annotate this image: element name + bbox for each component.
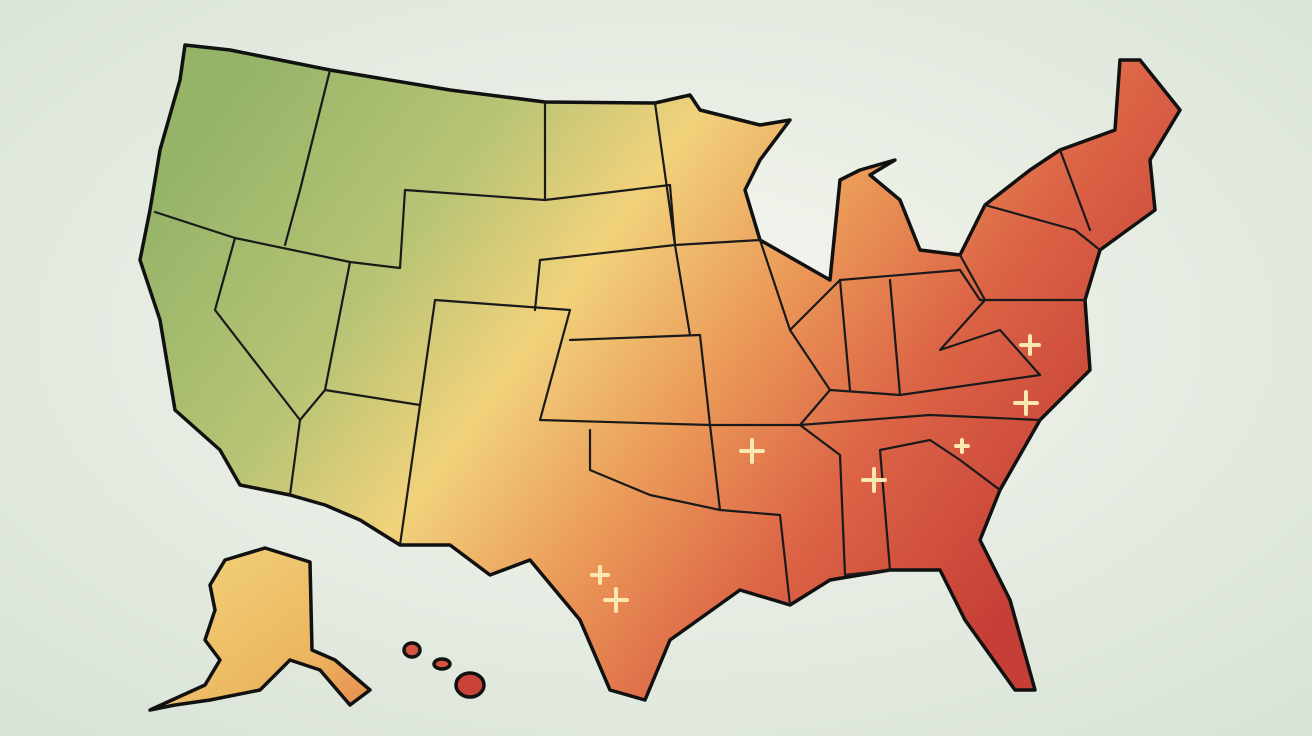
plus-marker (590, 565, 610, 585)
plus-marker (739, 438, 765, 464)
border (283, 68, 332, 247)
border (398, 403, 422, 547)
border (838, 278, 852, 392)
markers (590, 334, 1041, 613)
hawaii (402, 641, 486, 699)
state-borders (153, 68, 1102, 607)
border (798, 423, 1002, 577)
island (402, 641, 422, 659)
border (983, 203, 1102, 252)
alaska (148, 546, 372, 712)
plus-marker (954, 438, 970, 454)
border (1058, 148, 1092, 232)
border (538, 418, 722, 512)
border (718, 508, 792, 607)
border (788, 268, 1087, 332)
contiguous-us (138, 43, 1182, 702)
border (568, 333, 712, 427)
plus-marker (1019, 334, 1041, 356)
border (798, 413, 1042, 427)
border (323, 298, 572, 422)
island (454, 671, 486, 699)
island (432, 657, 452, 671)
border (673, 238, 832, 427)
plus-marker (1013, 390, 1039, 416)
plus-marker (861, 467, 887, 493)
border (938, 253, 1042, 377)
border (888, 278, 902, 397)
border (213, 236, 302, 497)
plus-marker (603, 587, 629, 613)
